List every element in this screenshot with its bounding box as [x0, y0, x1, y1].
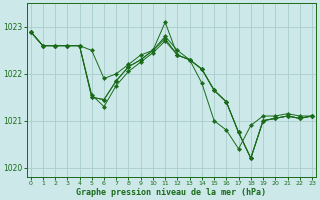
X-axis label: Graphe pression niveau de la mer (hPa): Graphe pression niveau de la mer (hPa)	[76, 188, 266, 197]
